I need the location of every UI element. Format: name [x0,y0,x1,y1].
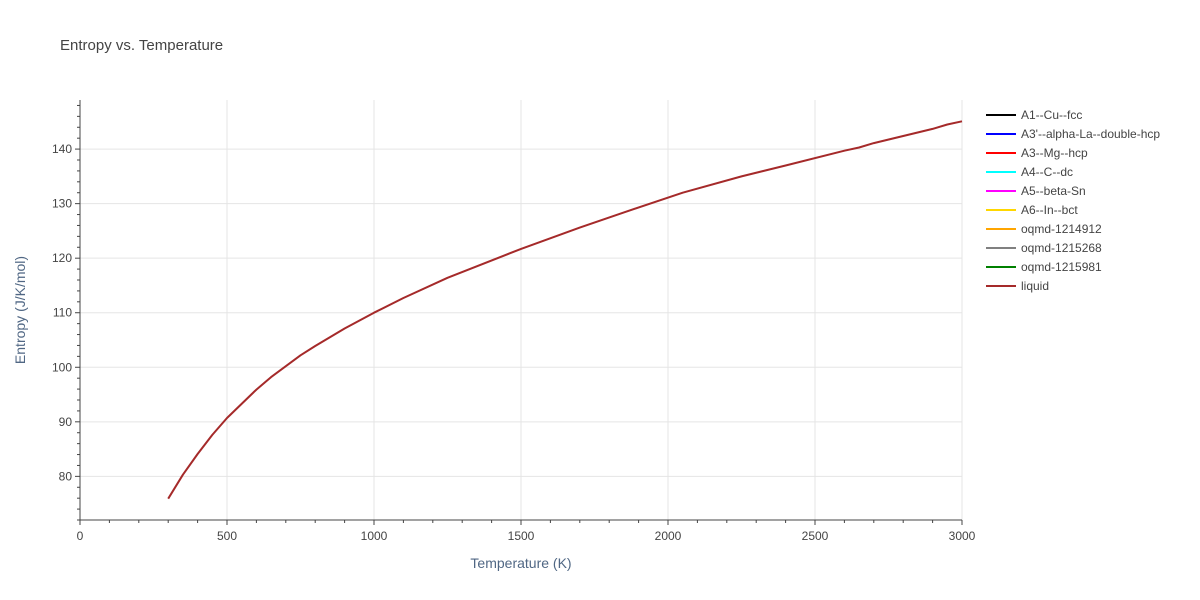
legend-label: oqmd-1215268 [1021,241,1102,255]
x-tick-label: 1500 [508,529,535,543]
x-tick-label: 0 [77,529,84,543]
legend-item[interactable]: A3'--alpha-La--double-hcp [986,127,1160,141]
legend-item[interactable]: A1--Cu--fcc [986,108,1082,122]
series-line-liquid [167,120,963,500]
y-axis-title: Entropy (J/K/mol) [12,256,28,364]
y-tick-label: 120 [52,251,72,265]
y-tick-label: 130 [52,197,72,211]
legend-label: A3'--alpha-La--double-hcp [1021,127,1160,141]
legend-label: A3--Mg--hcp [1021,146,1088,160]
x-tick-label: 2000 [655,529,682,543]
legend-item[interactable]: A4--C--dc [986,165,1073,179]
y-tick-label: 110 [53,306,72,320]
legend-label: oqmd-1215981 [1021,260,1102,274]
legend[interactable]: A1--Cu--fcc A3'--alpha-La--double-hcp A3--… [986,108,1160,293]
chart-title: Entropy vs. Temperature [60,37,223,54]
x-tick-label: 2500 [802,529,829,543]
x-tick-label: 3000 [949,529,976,543]
grid [80,100,963,520]
legend-label: A1--Cu--fcc [1021,108,1082,122]
axes: 0 500 1000 1500 2000 2500 3000 80 90 100 110 120 130… [52,100,976,543]
y-tick-label: 90 [59,415,73,429]
legend-item[interactable]: A6--In--bct [986,203,1078,217]
legend-item[interactable]: oqmd-1215268 [986,241,1102,255]
legend-label: A4--C--dc [1021,165,1073,179]
legend-label: liquid [1021,279,1049,293]
x-axis-title: Temperature (K) [470,555,571,571]
legend-label: A5--beta-Sn [1021,184,1086,198]
legend-item[interactable]: oqmd-1215981 [986,260,1102,274]
legend-item[interactable]: liquid [986,279,1049,293]
legend-label: oqmd-1214912 [1021,222,1102,236]
legend-item[interactable]: A3--Mg--hcp [986,146,1088,160]
legend-item[interactable]: oqmd-1214912 [986,222,1102,236]
y-tick-label: 100 [52,360,72,374]
x-tick-label: 500 [217,529,237,543]
x-tick-label: 1000 [361,529,388,543]
y-tick-label: 80 [59,469,73,483]
series-layer [167,120,963,500]
legend-label: A6--In--bct [1021,203,1078,217]
y-tick-label: 140 [52,142,72,156]
legend-item[interactable]: A5--beta-Sn [986,184,1086,198]
